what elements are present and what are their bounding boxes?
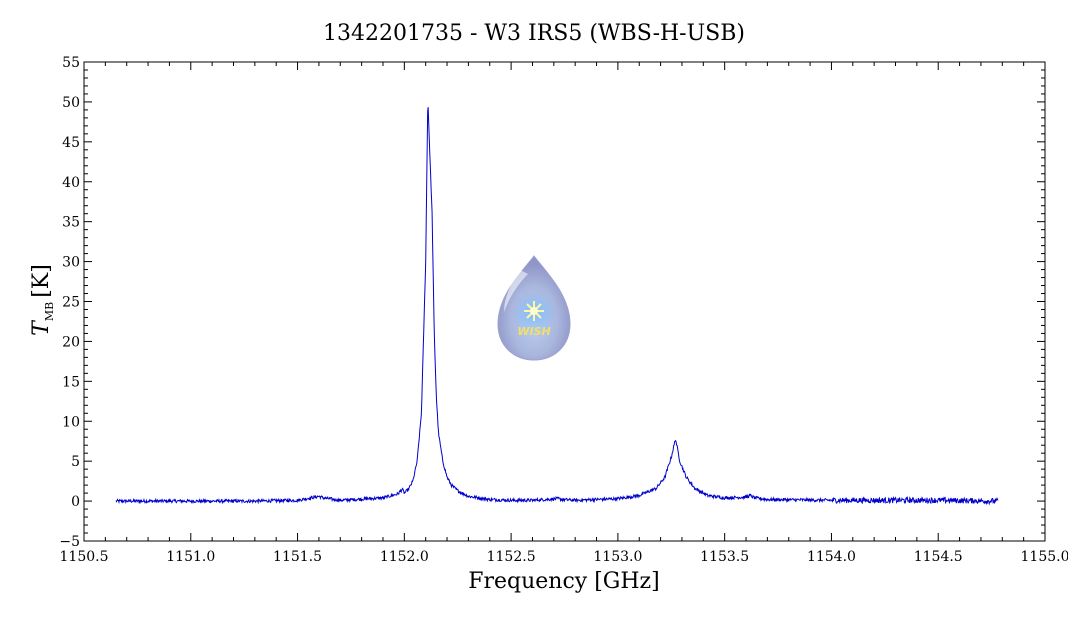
y-tick-label: 35 [62, 215, 80, 231]
x-tick-label: 1150.5 [60, 549, 109, 565]
y-tick-label: 10 [62, 414, 80, 430]
x-tick-label: 1152.5 [487, 549, 536, 565]
x-tick-label: 1154.5 [914, 549, 963, 565]
y-tick-label: 0 [71, 494, 80, 510]
logo-text: WISH [517, 325, 550, 338]
x-tick-label: 1151.5 [273, 549, 322, 565]
y-tick-label: 55 [62, 55, 80, 71]
x-axis-title: Frequency [GHz] [468, 569, 660, 594]
x-tick-label: 1155.0 [1021, 549, 1068, 565]
y-axis-subscript: MB [43, 302, 56, 321]
x-tick-label: 1153.0 [593, 549, 642, 565]
chart-title: 1342201735 - W3 IRS5 (WBS-H-USB) [323, 21, 745, 46]
y-tick-label: 20 [62, 334, 80, 350]
y-tick-label: 25 [62, 295, 80, 311]
x-tick-label: 1152.0 [380, 549, 429, 565]
y-tick-label: 50 [62, 95, 80, 111]
y-tick-label: 30 [62, 255, 80, 271]
y-tick-label: 5 [71, 454, 80, 470]
x-tick-label: 1154.0 [807, 549, 856, 565]
y-axis-title: TMB[K] [29, 264, 56, 336]
y-tick-label: 45 [62, 135, 80, 151]
wish-logo: WISH [498, 256, 570, 360]
x-tick-label: 1153.5 [700, 549, 749, 565]
y-tick-label: 15 [62, 374, 80, 390]
y-axis-unit: [K] [29, 264, 54, 298]
y-tick-label: 40 [62, 175, 80, 191]
x-tick-label: 1151.0 [166, 549, 215, 565]
y-tick-label: −5 [59, 534, 80, 550]
